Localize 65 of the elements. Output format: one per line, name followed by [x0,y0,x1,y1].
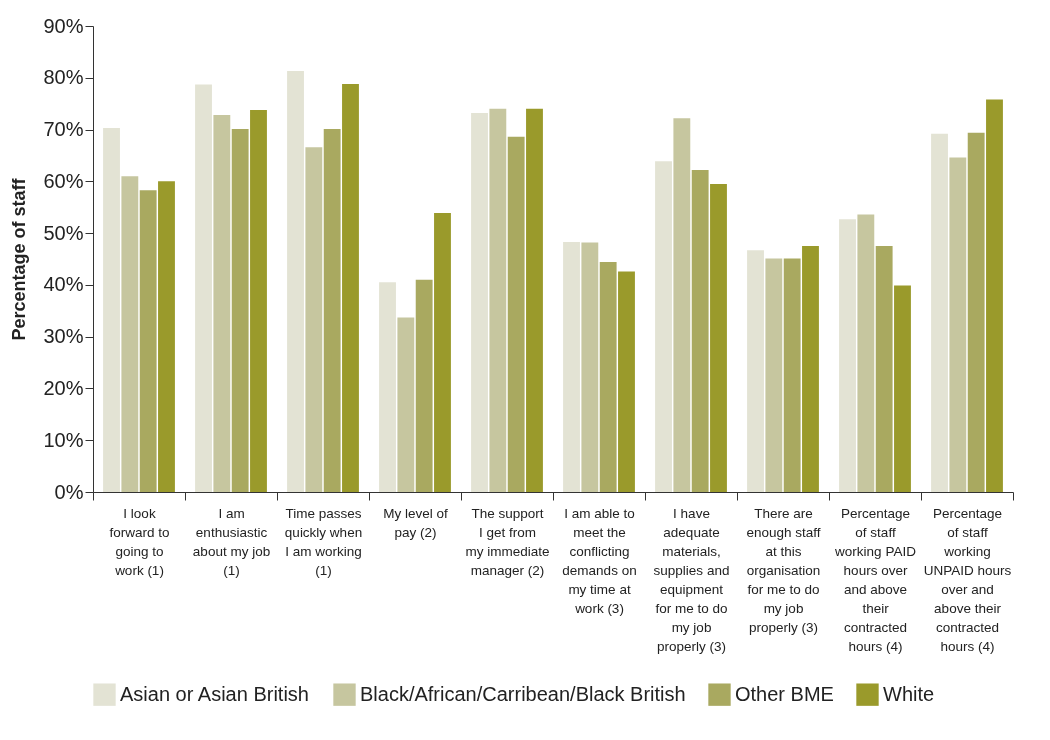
y-tick-label: 40% [43,273,84,296]
y-tick-label: 50% [43,221,84,244]
bar [397,317,415,492]
bar [158,181,175,492]
bar [765,258,783,492]
bar [563,241,580,492]
bar [599,262,617,492]
legend-label: Asian or Asian British [120,682,309,705]
bar [581,242,599,492]
bar [802,246,819,492]
bar [618,271,635,492]
bar [342,83,359,492]
x-tick-label: Percentage of staff working PAID hours over and above their contracted hours (4) [834,505,917,654]
y-tick-label: 30% [43,325,84,348]
bar [489,108,507,492]
y-axis-title: Percentage of staff [9,177,30,341]
bar [287,71,304,492]
x-tick-label: Time passes quickly when I am working (1) [284,505,363,578]
x-tick-label: My level of pay (2) [383,505,448,540]
bar [839,219,856,492]
bar [195,84,212,492]
bar [655,161,672,492]
y-tick-label: 70% [43,118,84,141]
bar [967,132,985,492]
bar [139,190,157,492]
bar [526,108,543,492]
bar [231,129,249,492]
x-tick-label: I am enthusiastic about my job (1) [192,505,271,578]
bar [415,279,433,492]
legend-label: Black/African/Carribean/Black British [360,682,686,705]
x-tick-label: Percentage of staff working UNPAID hours over and above their contracted hours (4) [923,505,1012,654]
bar [305,147,323,492]
y-tick-label: 90% [43,14,84,37]
bar [986,99,1003,492]
x-tick-label: I look forward to going to work (1) [109,505,170,578]
bar [949,157,967,492]
y-tick-label: 60% [43,169,84,192]
bar [783,258,801,492]
bar [857,214,875,492]
bar [471,112,488,492]
x-tick-label: There are enough staff at this organisation for me to do my job properly (3) [746,505,821,635]
bar [213,115,231,492]
bar [379,282,396,492]
x-tick-label: I have adequate materials, supplies and equipment for me to do my job properly (3) [653,505,730,654]
bar [323,129,341,492]
bar [691,169,709,492]
bar [931,133,948,492]
x-tick-label: The support I get from my immediate manager (2) [465,505,550,578]
bar [894,285,911,492]
bar [673,118,691,492]
bar [121,176,139,492]
y-tick-label: 80% [43,66,84,89]
bar [875,246,893,492]
bar [434,212,451,492]
legend-label: Other BME [735,682,834,705]
bar [747,250,764,492]
bar [103,128,120,492]
bar [250,109,267,492]
x-tick-label: I am able to meet the conflicting demands on my time at work (3) [562,505,637,616]
bar [710,183,727,492]
legend-label: White [883,682,935,705]
y-tick-label: 20% [43,376,84,399]
bar [507,136,525,492]
y-tick-label: 0% [54,480,84,503]
y-tick-label: 10% [43,428,84,451]
